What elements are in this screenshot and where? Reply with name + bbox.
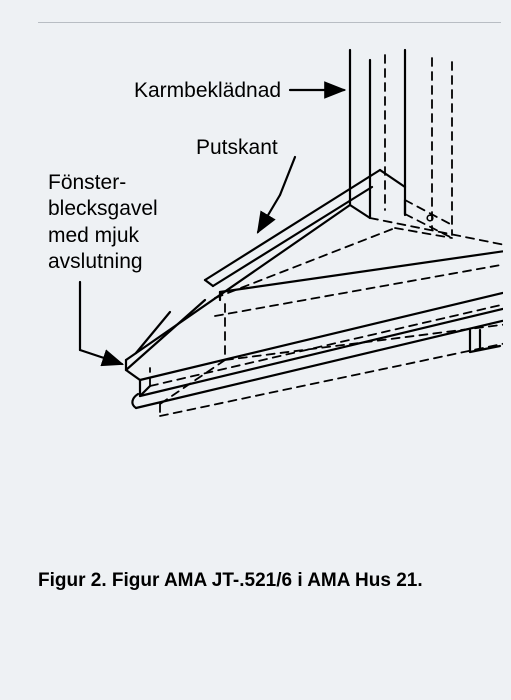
- page: Karmbeklädnad Putskant Fönster- blecksga…: [0, 0, 511, 700]
- diagram: [0, 0, 511, 700]
